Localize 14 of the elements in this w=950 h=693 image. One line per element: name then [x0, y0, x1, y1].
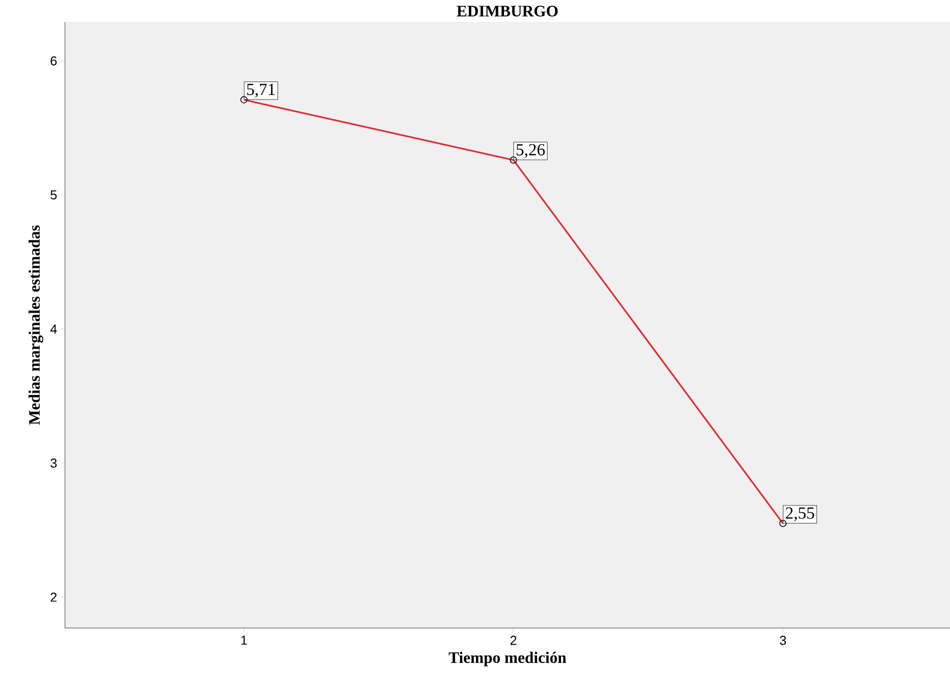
y-tick-label: 6 — [50, 56, 57, 66]
y-axis-title: Medias marginales estimadas — [28, 225, 44, 425]
x-tick-label: 1 — [241, 636, 247, 645]
data-label: 5,26 — [516, 144, 545, 158]
y-tick-label: 5 — [50, 190, 57, 200]
data-label: 5,71 — [247, 84, 275, 98]
chart-title: EDIMBURGO — [456, 6, 558, 16]
data-label: 2,55 — [786, 507, 814, 522]
x-axis-title: Tiempo medición — [448, 652, 566, 666]
y-tick-label: 3 — [50, 458, 57, 468]
x-tick-label: 3 — [780, 636, 786, 645]
y-tick-label: 4 — [50, 324, 57, 334]
x-tick-label: 2 — [510, 636, 516, 645]
y-tick-label: 2 — [50, 592, 57, 602]
